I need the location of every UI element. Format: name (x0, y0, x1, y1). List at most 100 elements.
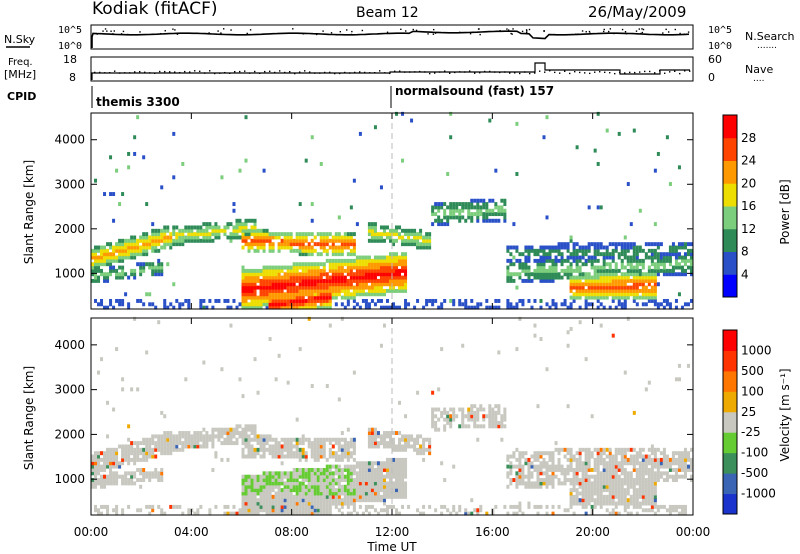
range-cell (370, 268, 374, 273)
range-cell (620, 248, 624, 253)
range-cell (280, 302, 284, 307)
range-cell (280, 447, 284, 452)
range-cell (145, 242, 149, 247)
range-cell (527, 245, 531, 250)
range-cell (536, 404, 540, 409)
range-cell (533, 467, 537, 472)
range-cell (512, 511, 516, 516)
range-cell (313, 447, 317, 452)
range-cell (271, 501, 275, 506)
range-cell (611, 278, 615, 283)
range-cell (611, 461, 615, 466)
range-cell (121, 265, 125, 270)
range-cell (401, 464, 405, 469)
range-cell (524, 262, 528, 267)
range-cell (241, 305, 245, 310)
range-cell (322, 232, 326, 237)
range-cell (346, 441, 350, 446)
range-cell (569, 252, 573, 257)
range-cell (379, 484, 383, 489)
range-cell (479, 208, 483, 213)
range-cell (283, 508, 287, 513)
range-cell (115, 471, 119, 476)
range-cell (392, 288, 395, 293)
range-cell (404, 305, 408, 310)
range-cell (470, 205, 474, 210)
range-cell (271, 451, 275, 456)
range-cell (584, 262, 588, 267)
range-cell (148, 235, 152, 240)
range-cell (133, 135, 137, 140)
range-cell (334, 441, 338, 446)
range-cell (331, 451, 335, 456)
range-cell (569, 295, 573, 300)
range-cell (572, 278, 576, 283)
range-cell (629, 292, 633, 297)
range-cell (259, 232, 263, 237)
range-cell (349, 238, 353, 243)
range-cell (388, 488, 392, 493)
range-cell (316, 292, 320, 297)
range-cell (205, 431, 209, 436)
range-cell (337, 481, 341, 486)
range-cell (289, 298, 293, 303)
nave-point (454, 71, 456, 74)
range-cell (398, 474, 402, 479)
range-cell (172, 447, 176, 452)
range-cell (608, 471, 612, 476)
range-cell (404, 252, 408, 257)
range-cell (373, 282, 377, 287)
range-cell (133, 242, 137, 247)
range-cell (124, 245, 128, 250)
range-cell (127, 451, 131, 456)
range-cell (277, 447, 281, 452)
range-cell (647, 494, 651, 499)
nave-point (399, 70, 401, 72)
range-cell (584, 501, 588, 506)
range-cell (91, 467, 94, 472)
range-cell (142, 437, 146, 442)
range-cell (112, 508, 116, 513)
range-cell (103, 258, 107, 263)
range-cell (322, 272, 326, 277)
range-cell (250, 498, 254, 503)
range-cell (614, 494, 618, 499)
range-cell (253, 278, 257, 283)
range-cell (301, 471, 305, 476)
range-cell (398, 225, 402, 230)
range-cell (659, 474, 663, 479)
range-cell (596, 494, 600, 499)
range-cell (298, 481, 302, 486)
range-cell (352, 491, 356, 496)
range-cell (488, 410, 492, 415)
range-cell (506, 258, 510, 263)
range-cell (334, 451, 338, 456)
range-cell (106, 454, 110, 459)
range-cell (313, 454, 317, 459)
range-cell (151, 454, 155, 459)
range-cell (608, 242, 612, 247)
range-cell (253, 242, 257, 247)
range-cell (340, 252, 344, 257)
range-cell (689, 242, 693, 247)
range-cell (145, 202, 149, 207)
range-cell (635, 478, 639, 483)
range-cell (262, 228, 266, 233)
range-cell (382, 268, 386, 273)
range-cell (118, 242, 122, 247)
range-cell (172, 437, 176, 442)
range-cell (680, 265, 684, 270)
range-cell (361, 494, 365, 499)
range-cell (398, 288, 402, 293)
station-title: Kodiak (fitACF) (92, 0, 218, 19)
range-cell (295, 511, 299, 516)
range-cell (241, 225, 245, 230)
range-cell (103, 248, 107, 253)
range-cell (343, 245, 347, 250)
range-cell (118, 238, 122, 243)
range-cell (91, 478, 94, 483)
range-cell (262, 474, 266, 479)
range-cell (268, 235, 272, 240)
range-cell (271, 488, 275, 493)
range-cell (289, 511, 293, 516)
